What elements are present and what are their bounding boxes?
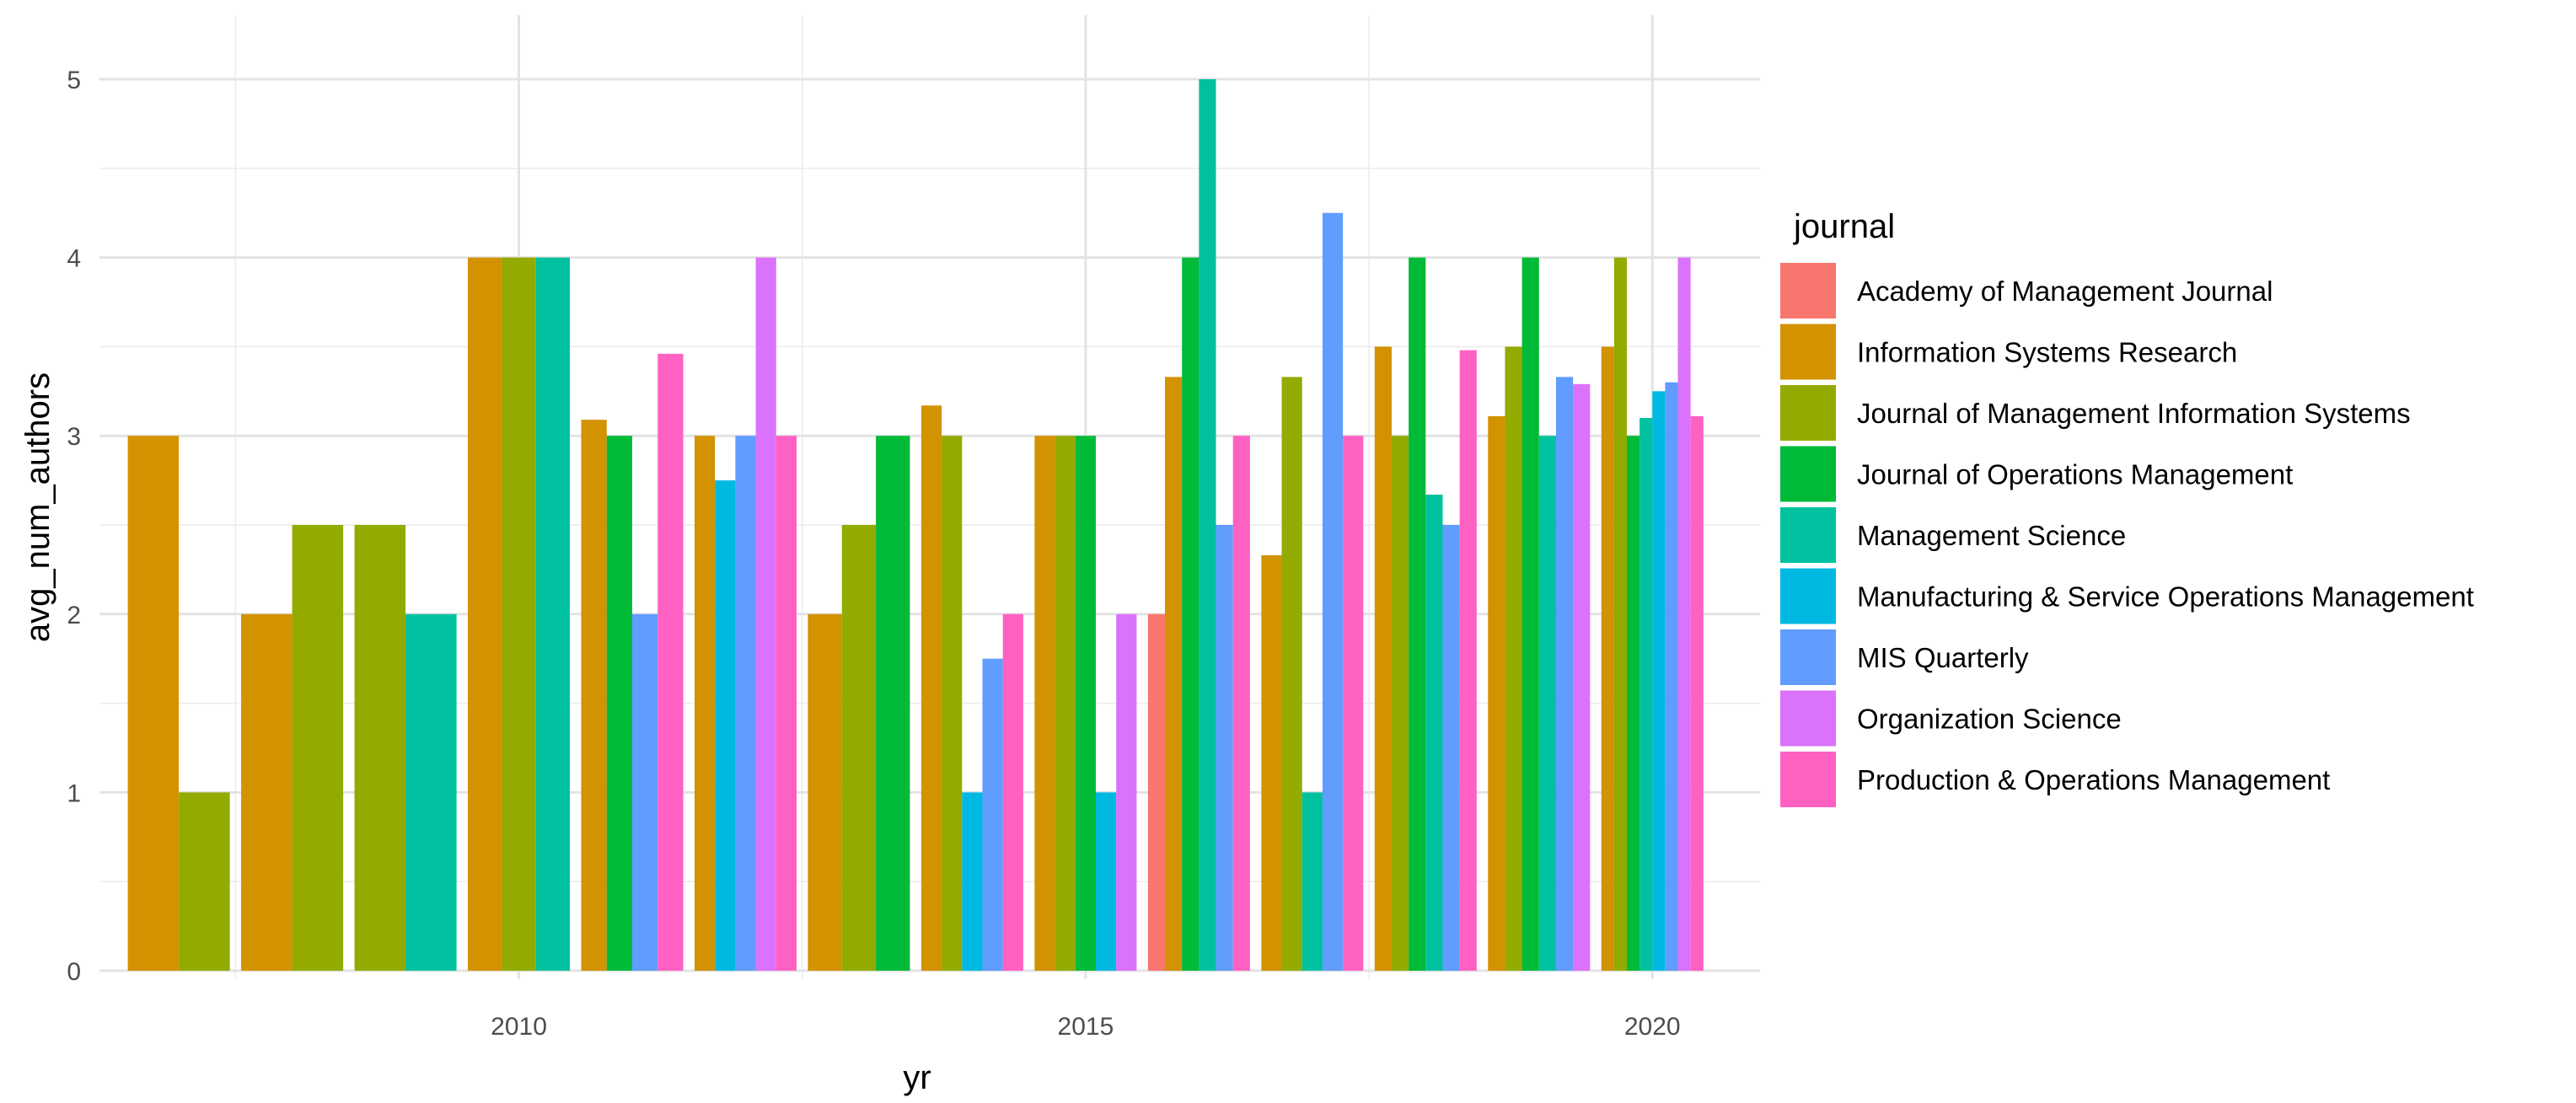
y-tick-label: 0 [67, 958, 81, 986]
legend-key-swatch [1780, 263, 1836, 319]
y-tick-label: 3 [67, 423, 81, 451]
bar-2020-manufacturing-service-operations-management [1652, 391, 1666, 971]
y-axis-tick-labels: 0 1 2 3 4 5 [67, 67, 81, 986]
bar-2019-journal-of-operations-management [1521, 257, 1539, 972]
legend-key-swatch [1780, 752, 1836, 807]
bar-2015-journal-of-management-information-systems [1055, 436, 1076, 971]
x-axis-tick-labels: 2010 2015 2020 [491, 1013, 1680, 1041]
bar-2016-journal-of-operations-management [1182, 257, 1199, 972]
legend-key-swatch [1780, 690, 1836, 747]
bar-2020-journal-of-management-information-systems [1613, 257, 1627, 972]
bar-2014-production-operations-management [1002, 613, 1023, 971]
y-tick-label: 4 [67, 245, 81, 273]
legend-title: journal [1793, 208, 1895, 245]
bar-2012-manufacturing-service-operations-management [715, 480, 736, 971]
bar-2014-mis-quarterly [982, 658, 1003, 971]
legend-key-swatch [1780, 324, 1836, 380]
bar-2019-management-science [1538, 436, 1556, 971]
bar-2007-journal-of-management-information-systems [179, 792, 230, 971]
bar-2016-production-operations-management [1232, 436, 1250, 971]
bar-2018-management-science [1425, 495, 1443, 971]
bar-2013-journal-of-operations-management [876, 436, 910, 971]
bar-2009-journal-of-management-information-systems [354, 525, 406, 971]
legend-key-swatch [1780, 568, 1836, 624]
bar-2018-journal-of-management-information-systems [1391, 436, 1409, 971]
bar-2020-production-operations-management [1690, 415, 1704, 971]
bar-2017-mis-quarterly [1322, 212, 1344, 971]
bar-2020-journal-of-operations-management [1626, 436, 1640, 971]
bar-2018-journal-of-operations-management [1409, 257, 1426, 972]
bar-2009-management-science [405, 613, 457, 971]
y-tick-label: 1 [67, 779, 81, 807]
legend-label: Academy of Management Journal [1857, 276, 2273, 307]
bar-2015-information-systems-research [1034, 436, 1055, 971]
legend: journal Academy of Management Journal Inf… [1780, 208, 2474, 807]
bar-2019-journal-of-management-information-systems [1505, 346, 1522, 971]
y-tick-label: 5 [67, 67, 81, 94]
legend-key-swatch [1780, 385, 1836, 441]
bar-2012-production-operations-management [775, 436, 797, 971]
bar-2019-information-systems-research [1488, 415, 1505, 971]
bar-2019-organization-science [1573, 383, 1591, 971]
x-tick-label: 2015 [1058, 1013, 1114, 1041]
bar-2017-information-systems-research [1261, 554, 1282, 971]
bar-2020-mis-quarterly [1665, 382, 1678, 972]
bar-2018-production-operations-management [1459, 350, 1477, 972]
bar-2016-management-science [1199, 79, 1216, 971]
bar-2018-mis-quarterly [1442, 525, 1460, 971]
x-tick-label: 2020 [1624, 1013, 1681, 1041]
legend-label: Production & Operations Management [1857, 764, 2330, 795]
bar-2010-management-science [535, 257, 571, 972]
bar-2011-information-systems-research [581, 420, 607, 971]
bar-2012-organization-science [755, 257, 776, 972]
bar-2008-journal-of-management-information-systems [292, 525, 344, 971]
bar-2014-manufacturing-service-operations-management [962, 792, 983, 971]
legend-key-swatch [1780, 507, 1836, 563]
bar-2017-management-science [1301, 792, 1323, 971]
bar-2014-information-systems-research [920, 405, 942, 971]
y-axis-title: avg_num_authors [19, 372, 56, 642]
bar-2017-production-operations-management [1343, 436, 1364, 971]
legend-key-swatch [1780, 629, 1836, 685]
bar-2013-information-systems-research [808, 613, 842, 971]
bar-2020-management-science [1640, 418, 1653, 971]
bar-2015-journal-of-operations-management [1075, 436, 1096, 971]
bars [127, 79, 1704, 972]
legend-label: MIS Quarterly [1857, 642, 2029, 673]
x-axis-title: yr [903, 1059, 931, 1096]
bar-2012-mis-quarterly [735, 436, 756, 971]
bar-2015-organization-science [1116, 613, 1137, 971]
legend-label: Journal of Management Information System… [1857, 398, 2411, 429]
y-tick-label: 2 [67, 602, 81, 629]
bar-2011-journal-of-operations-management [606, 436, 633, 971]
bar-2020-information-systems-research [1601, 346, 1614, 971]
legend-label: Management Science [1857, 520, 2126, 551]
bar-2016-academy-of-management-journal [1147, 613, 1166, 971]
bar-2013-journal-of-management-information-systems [841, 525, 877, 971]
legend-label: Journal of Operations Management [1857, 459, 2293, 490]
bar-2018-information-systems-research [1374, 346, 1392, 971]
bar-2014-journal-of-management-information-systems [942, 436, 963, 971]
bar-2007-information-systems-research [127, 436, 180, 971]
x-tick-label: 2010 [491, 1013, 547, 1041]
bar-2010-information-systems-research [468, 257, 502, 972]
bar-2008-information-systems-research [241, 613, 292, 971]
legend-label: Information Systems Research [1857, 337, 2237, 368]
legend-key-swatch [1780, 446, 1836, 502]
bar-2016-mis-quarterly [1216, 525, 1233, 971]
bar-2010-journal-of-management-information-systems [502, 257, 536, 972]
bar-2015-manufacturing-service-operations-management [1096, 792, 1117, 971]
bar-2019-mis-quarterly [1555, 377, 1574, 971]
bar-2012-information-systems-research [694, 436, 716, 971]
bar-2017-journal-of-management-information-systems [1281, 377, 1302, 971]
legend-label: Manufacturing & Service Operations Manag… [1857, 581, 2474, 613]
legend-label: Organization Science [1857, 704, 2122, 735]
bar-2016-information-systems-research [1165, 377, 1183, 971]
bar-2011-mis-quarterly [632, 613, 658, 971]
bar-2011-production-operations-management [657, 353, 684, 971]
bar-2020-organization-science [1677, 257, 1691, 972]
